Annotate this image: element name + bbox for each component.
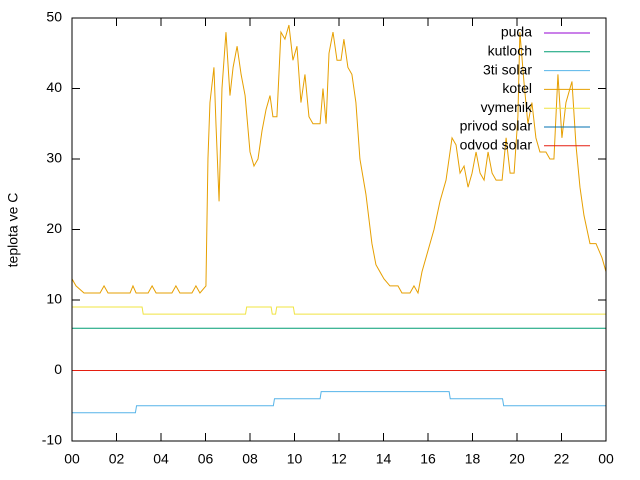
y-axis-label: teplota ve C — [5, 193, 21, 268]
series-line — [72, 306, 606, 315]
series-line — [71, 24, 607, 295]
x-tick-label: 04 — [153, 451, 169, 467]
legend-label: privod solar — [460, 118, 533, 134]
legend-label: kotel — [502, 80, 532, 96]
y-tick-label: 40 — [46, 79, 62, 95]
x-tick-label: 20 — [509, 451, 525, 467]
series-line — [72, 391, 606, 414]
y-tick-label: 50 — [46, 9, 62, 25]
legend-label: vymenik — [481, 99, 533, 115]
x-tick-label: 16 — [420, 451, 436, 467]
x-tick-label: 12 — [331, 451, 347, 467]
x-tick-label: 14 — [376, 451, 392, 467]
y-tick-label: 30 — [46, 150, 62, 166]
y-tick-label: 10 — [46, 291, 62, 307]
x-tick-label: 22 — [554, 451, 570, 467]
y-tick-label: 20 — [46, 220, 62, 236]
x-tick-label: 02 — [109, 451, 125, 467]
x-tick-label: 10 — [287, 451, 303, 467]
legend-label: puda — [501, 24, 532, 40]
plot-border — [71, 17, 607, 442]
legend-label: odvod solar — [460, 137, 533, 153]
x-tick-label: 06 — [198, 451, 214, 467]
y-tick-label: 0 — [54, 361, 62, 377]
x-tick-label: 00 — [64, 451, 80, 467]
legend-label: kutloch — [488, 43, 532, 59]
y-tick-label: -10 — [42, 432, 62, 448]
x-tick-label: 18 — [465, 451, 481, 467]
x-tick-label: 08 — [242, 451, 258, 467]
x-tick-label: 00 — [598, 451, 614, 467]
legend-label: 3ti solar — [483, 61, 532, 77]
